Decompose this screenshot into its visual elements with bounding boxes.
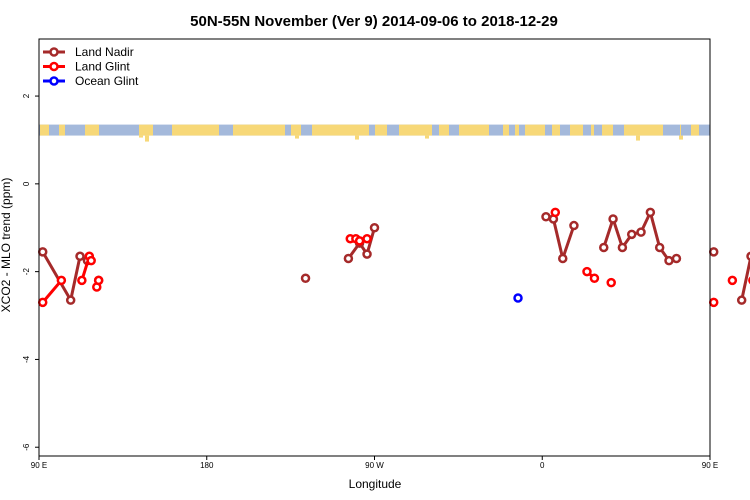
land-nadir-point [617,242,628,253]
land-nadir-point [608,214,618,224]
land-nadir-point [362,249,372,259]
land-nadir-line [545,215,576,260]
land-glint-point [708,297,719,308]
land-glint-point [727,275,738,286]
land-glint-point [362,233,372,244]
land-band [233,124,285,136]
land-band [439,124,449,136]
legend-land-glint-label: Land Glint [75,60,130,74]
x-axis: 90 E 180 90 W 0 90 E [31,456,718,470]
land-nadir-point [541,212,551,222]
land-band [624,124,663,136]
land-nadir-line [740,255,750,301]
land-band [425,135,429,139]
x-tick-label: 90 E [702,461,718,470]
land-glint-point [37,297,48,308]
land-nadir-point [369,222,380,233]
land-band [691,124,699,136]
y-axis: 2 0 -2 -4 -6 [22,93,39,451]
land-nadir-point [636,227,646,237]
y-tick-label: -6 [22,443,31,451]
land-glint-point [86,255,96,266]
land-band [139,135,143,138]
land-nadir-point [671,253,682,264]
y-axis-label: XCO2 - MLO trend (ppm) [0,178,13,313]
land-band [636,135,640,141]
land-band [59,124,65,136]
land-band [145,135,149,142]
land-glint-point [589,273,600,283]
plot-frame [38,38,711,457]
land-nadir-point [300,273,311,283]
x-tick-label: 90 W [365,461,384,470]
land-nadir-point [558,253,568,264]
land-nadir-point [645,207,656,218]
land-band [355,135,359,140]
land-band [680,124,681,136]
land-band [172,124,219,136]
y-tick-label: -2 [22,268,31,276]
land-band [459,124,489,136]
land-glint-line [41,279,63,304]
land-band [515,124,519,136]
ocean-glint-point [513,293,523,303]
land-nadir-point [37,247,48,257]
legend-ocean-glint-label: Ocean Glint [75,74,139,88]
x-tick-label: 90 E [31,461,47,470]
land-band [85,124,99,136]
land-glint-point [77,275,87,286]
land-glint-point [606,277,616,288]
land-band [295,135,299,139]
y-tick-label: 2 [22,93,31,98]
legend-land-nadir-label: Land Nadir [75,45,134,59]
land-band [399,124,432,136]
land-glint-point [550,207,561,218]
land-band [40,124,49,136]
x-tick-label: 0 [540,461,545,470]
land-glint-point [354,236,365,246]
land-band [291,124,301,136]
chart-title: 50N-55N November (Ver 9) 2014-09-06 to 2… [190,13,558,30]
land-nadir-point [654,242,665,253]
land-nadir-point [664,255,674,266]
land-band [591,124,594,136]
legend-land-nadir-marker [49,47,59,57]
land-nadir-point [599,242,609,253]
land-band [503,124,509,136]
land-band [602,124,613,136]
land-band [375,124,387,136]
land-band [570,124,583,136]
land-band [525,124,545,136]
land-nadir-point [708,247,719,257]
legend-land-glint-marker [49,61,59,72]
series-layer [37,207,750,308]
land-nadir-point [746,251,750,261]
y-tick-label: 0 [22,181,31,186]
land-nadir-point [65,295,76,305]
land-nadir-point [736,295,747,305]
land-band [679,135,683,140]
land-glint-point [582,266,592,277]
land-nadir-point [626,229,637,240]
legend-ocean-glint-marker [49,76,59,86]
land-glint-point [56,275,67,286]
x-tick-label: 180 [200,461,214,470]
x-axis-label: Longitude [349,477,402,491]
land-band [139,124,153,136]
land-nadir-point [75,251,85,262]
land-band [552,124,560,136]
ocean-band [39,124,710,136]
land-ocean-strip [39,124,710,142]
land-nadir-point [343,253,354,264]
land-glint-point [93,275,104,286]
land-band [312,124,369,136]
land-nadir-point [569,220,579,231]
y-tick-label: -4 [22,355,31,363]
